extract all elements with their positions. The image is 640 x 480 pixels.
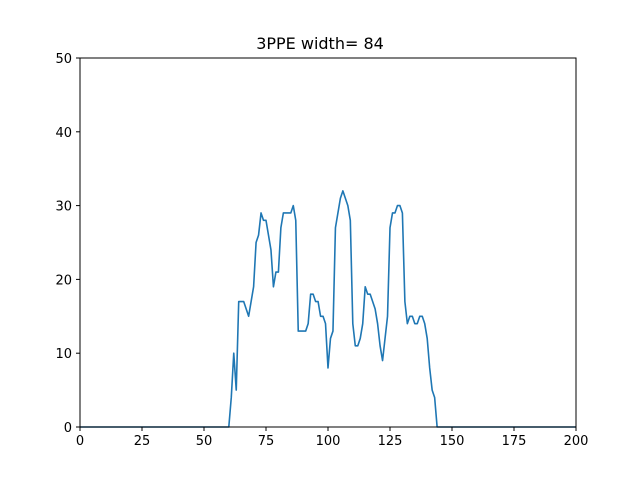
x-tick-label: 50: [196, 434, 213, 449]
series-layer: [80, 190, 576, 428]
series-line: [80, 190, 576, 428]
x-tick-label: 200: [564, 434, 589, 449]
x-tick-label: 0: [76, 434, 84, 449]
y-tick-label: 40: [55, 126, 72, 141]
x-tick-label: 75: [258, 434, 275, 449]
chart-title: 3PPE width= 84: [256, 34, 384, 53]
y-tick-label: 10: [55, 347, 72, 362]
x-tick-label: 25: [134, 434, 151, 449]
x-tick-label: 150: [440, 434, 465, 449]
y-tick-label: 0: [64, 421, 72, 436]
y-tick-label: 20: [55, 273, 72, 288]
x-tick-label: 100: [316, 434, 341, 449]
x-tick-label: 175: [502, 434, 527, 449]
y-tick-label: 50: [55, 52, 72, 67]
y-tick-label: 30: [55, 200, 72, 215]
x-tick-label: 125: [378, 434, 403, 449]
plot-frame: [79, 57, 577, 428]
ticks-layer: 0 25 50 75 100 125 150 175 200 0 10 20 30 40 50: [55, 52, 588, 449]
